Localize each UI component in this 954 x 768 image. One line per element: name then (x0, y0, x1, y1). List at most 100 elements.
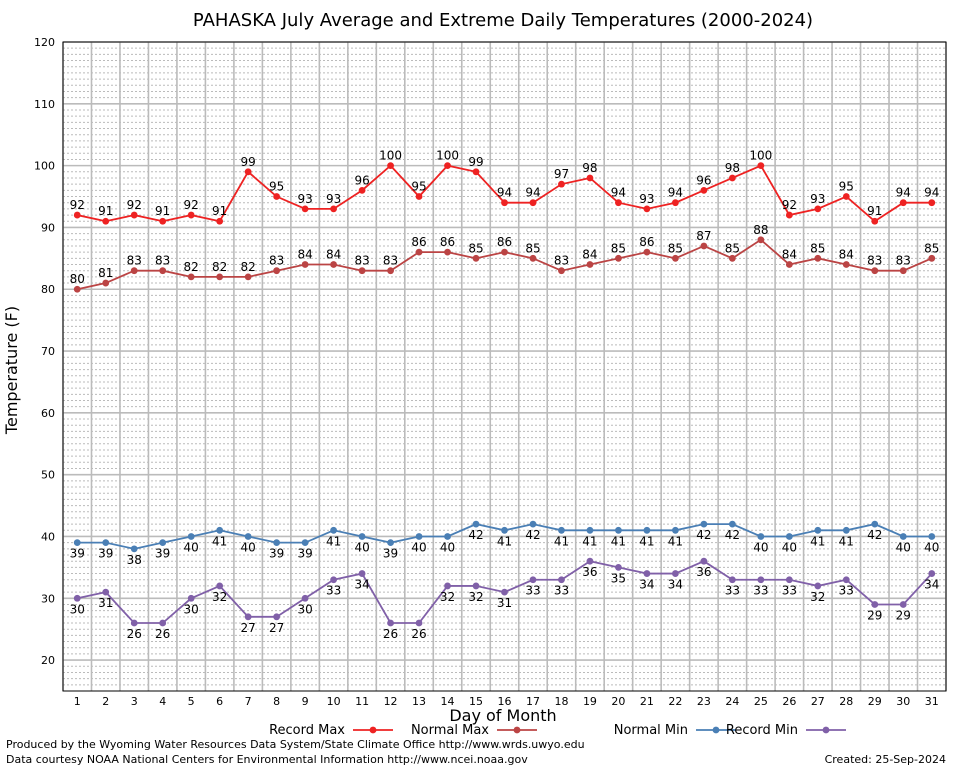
record-max-point (444, 162, 451, 170)
normal-min-point (102, 539, 110, 547)
x-tick-label: 10 (327, 695, 341, 708)
legend-item-normal-max: Normal Max (411, 723, 537, 738)
record-max-point (928, 199, 936, 207)
record-min-data-label: 33 (839, 584, 854, 598)
normal-min-data-label: 41 (810, 534, 825, 548)
record-max-data-label: 95 (839, 180, 854, 194)
record-min-data-label: 34 (639, 578, 654, 592)
normal-min-point (415, 533, 423, 540)
normal-max-data-label: 85 (468, 241, 483, 255)
record-min-data-label: 30 (184, 602, 199, 616)
y-axis-label: Temperature (F) (2, 306, 21, 435)
record-min-point (472, 582, 480, 590)
x-tick-label: 16 (498, 695, 512, 708)
record-max-point (244, 168, 252, 176)
record-min-point (330, 576, 337, 584)
x-tick-label: 3 (131, 695, 138, 708)
record-min-data-label: 29 (867, 608, 882, 622)
record-max-point (643, 205, 651, 213)
record-min-data-label: 33 (725, 584, 740, 598)
normal-max-point (444, 248, 451, 256)
normal-min-point (899, 533, 907, 540)
normal-max-data-label: 85 (611, 241, 626, 255)
normal-min-data-label: 41 (497, 534, 512, 548)
normal-min-point (187, 533, 195, 540)
normal-max-point (415, 248, 423, 256)
footer-created-date: Created: 25-Sep-2024 (824, 753, 946, 766)
record-max-data-label: 93 (810, 192, 825, 206)
x-tick-label: 18 (554, 695, 568, 708)
x-tick-label: 20 (611, 695, 625, 708)
record-max-data-label: 94 (611, 186, 626, 200)
record-min-point (415, 619, 423, 627)
normal-max-point (244, 273, 252, 281)
normal-max-data-label: 86 (497, 235, 512, 249)
record-min-point (728, 576, 736, 584)
normal-max-point (842, 261, 850, 268)
series-layer: 92 91 92 91 92 91 99 95 93 93 96 100 95 100 99 94 94 97 98… (70, 149, 940, 641)
normal-min-point (814, 526, 822, 534)
normal-min-data-label: 41 (582, 534, 597, 548)
normal-min-data-label: 42 (867, 528, 882, 542)
record-max-point (842, 193, 850, 200)
record-min-data-label: 32 (212, 590, 227, 604)
x-tick-label: 30 (896, 695, 910, 708)
record-max-point (700, 186, 708, 194)
record-max-point (187, 211, 195, 219)
normal-max-point (672, 254, 679, 262)
record-max-data-label: 91 (212, 204, 227, 218)
record-min-point (643, 570, 651, 577)
x-tick-label: 29 (868, 695, 882, 708)
record-min-data-label: 33 (525, 584, 540, 598)
normal-max-point (558, 267, 565, 275)
record-max-data-label: 99 (241, 155, 256, 169)
x-tick-label: 2 (102, 695, 109, 708)
normal-max-data-label: 84 (782, 248, 797, 262)
y-tick-label: 60 (41, 407, 55, 420)
record-max-data-label: 91 (155, 204, 170, 218)
normal-min-point (643, 526, 651, 534)
record-max-point (814, 205, 822, 213)
x-tick-label: 28 (839, 695, 853, 708)
normal-min-point (130, 545, 138, 553)
normal-max-point (216, 273, 224, 281)
normal-max-data-label: 84 (839, 248, 854, 262)
normal-min-series: 39 39 38 39 40 41 40 39 39 41 40 39 40 40 42 41 42 41 41 41… (70, 520, 939, 567)
record-max-data-label: 92 (184, 198, 199, 212)
record-max-data-label: 94 (896, 186, 911, 200)
normal-max-data-label: 82 (241, 260, 256, 274)
normal-max-data-label: 85 (668, 241, 683, 255)
record-min-data-label: 26 (155, 627, 170, 641)
x-axis-label: Day of Month (449, 706, 556, 725)
record-max-data-label: 97 (554, 167, 569, 181)
record-max-data-label: 92 (782, 198, 797, 212)
x-tick-label: 11 (355, 695, 369, 708)
record-min-point (615, 563, 622, 571)
x-tick-label: 26 (782, 695, 796, 708)
normal-max-data-label: 86 (411, 235, 426, 249)
record-min-point (501, 588, 508, 596)
record-min-data-label: 31 (497, 596, 512, 610)
record-min-point (358, 570, 366, 577)
normal-min-data-label: 40 (354, 540, 369, 554)
record-min-data-label: 30 (70, 602, 85, 616)
record-max-data-label: 92 (70, 198, 85, 212)
normal-max-point (700, 242, 708, 250)
record-max-point (130, 211, 138, 219)
record-max-data-label: 98 (582, 161, 597, 175)
normal-max-data-label: 82 (184, 260, 199, 274)
normal-max-point (643, 248, 651, 256)
normal-min-point (301, 539, 309, 547)
normal-min-point (700, 520, 708, 528)
record-min-data-label: 35 (611, 571, 626, 585)
x-tick-label: 23 (697, 695, 711, 708)
normal-max-point (814, 254, 822, 262)
y-tick-label: 30 (41, 592, 55, 605)
normal-min-point (529, 520, 537, 528)
normal-max-point (73, 285, 81, 293)
normal-max-data-label: 85 (725, 241, 740, 255)
normal-max-point (728, 254, 736, 262)
record-max-point (757, 162, 765, 170)
record-max-data-label: 96 (696, 173, 711, 187)
